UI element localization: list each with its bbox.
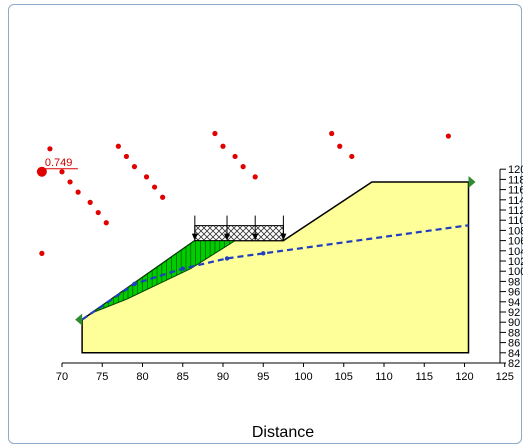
right-boundary-marker (468, 175, 476, 188)
x-axis-title: Distance (252, 424, 314, 441)
x-tick-label: 90 (217, 371, 229, 383)
y-tick-label: 118 (508, 174, 523, 186)
y-tick-label: 120 (508, 164, 523, 176)
x-tick-label: 125 (496, 371, 514, 383)
y-tick-label: 84 (508, 348, 520, 360)
x-tick-label: 85 (177, 371, 189, 383)
y-tick-label: 100 (508, 266, 523, 278)
grid-center-point (337, 143, 343, 149)
y-tick-label: 82 (508, 358, 520, 370)
y-tick-label: 90 (508, 317, 520, 329)
grid-center-point (75, 189, 81, 195)
grid-center-point (39, 250, 45, 256)
x-tick-label: 100 (294, 371, 312, 383)
grid-center-point (103, 220, 109, 226)
grid-center-point (95, 209, 101, 216)
piezometric-line (81, 224, 469, 321)
y-tick-label: 88 (508, 327, 520, 339)
load-arrow-head (191, 233, 198, 241)
grid-center-point (115, 143, 121, 149)
y-tick-label: 110 (508, 215, 523, 227)
y-tick-label: 112 (508, 205, 523, 217)
grid-center-point (123, 153, 129, 160)
x-tick-label: 120 (455, 371, 473, 383)
grid-center-point (47, 146, 53, 152)
x-tick-label: 75 (96, 371, 108, 383)
grid-center-point (329, 130, 335, 137)
y-tick-label: 104 (508, 246, 523, 258)
grid-center-point (232, 153, 238, 160)
grid-center-point (160, 194, 166, 200)
y-tick-label: 114 (508, 195, 523, 207)
grid-center-point (143, 174, 150, 180)
left-boundary-marker (75, 313, 83, 326)
x-tick-label: 105 (335, 371, 353, 383)
grid-center-point (131, 164, 138, 170)
load-arrow-head (224, 233, 231, 241)
grid-center-point (349, 153, 355, 160)
x-tick-label: 80 (136, 371, 148, 383)
piezometric-vertex (224, 256, 230, 261)
y-tick-label: 94 (508, 297, 520, 309)
grid-center-point (240, 164, 246, 170)
surcharge-load (194, 225, 284, 242)
y-tick-label: 86 (508, 338, 520, 350)
y-tick-label: 116 (508, 185, 523, 197)
grid-center-point (445, 133, 451, 139)
load-arrow-head (280, 233, 287, 241)
load-arrow-head (252, 233, 259, 241)
x-tick-label: 110 (375, 371, 393, 383)
y-tick-label: 92 (508, 307, 520, 319)
piezometric-vertex (261, 251, 266, 256)
y-tick-label: 102 (508, 256, 523, 268)
piezometric-vertex (180, 266, 185, 271)
grid-center-point (67, 179, 73, 185)
x-tick-label: 95 (257, 371, 269, 383)
y-tick-label: 96 (508, 287, 520, 299)
grid-center-point (87, 199, 93, 205)
x-tick-label: 70 (56, 371, 68, 383)
y-tick-label: 98 (508, 276, 520, 288)
y-tick-label: 108 (508, 225, 523, 237)
y-tick-label: 106 (508, 236, 523, 248)
factor-of-safety-label: 0.749 (45, 157, 73, 169)
grid-center-point (252, 174, 258, 180)
soil-region (81, 181, 470, 354)
x-tick-label: 115 (415, 371, 433, 383)
grid-center-point (59, 169, 65, 175)
grid-center-point (220, 143, 226, 149)
piezometric-vertex (132, 281, 137, 287)
grid-center-point (151, 184, 158, 190)
grid-center-point (212, 130, 218, 137)
